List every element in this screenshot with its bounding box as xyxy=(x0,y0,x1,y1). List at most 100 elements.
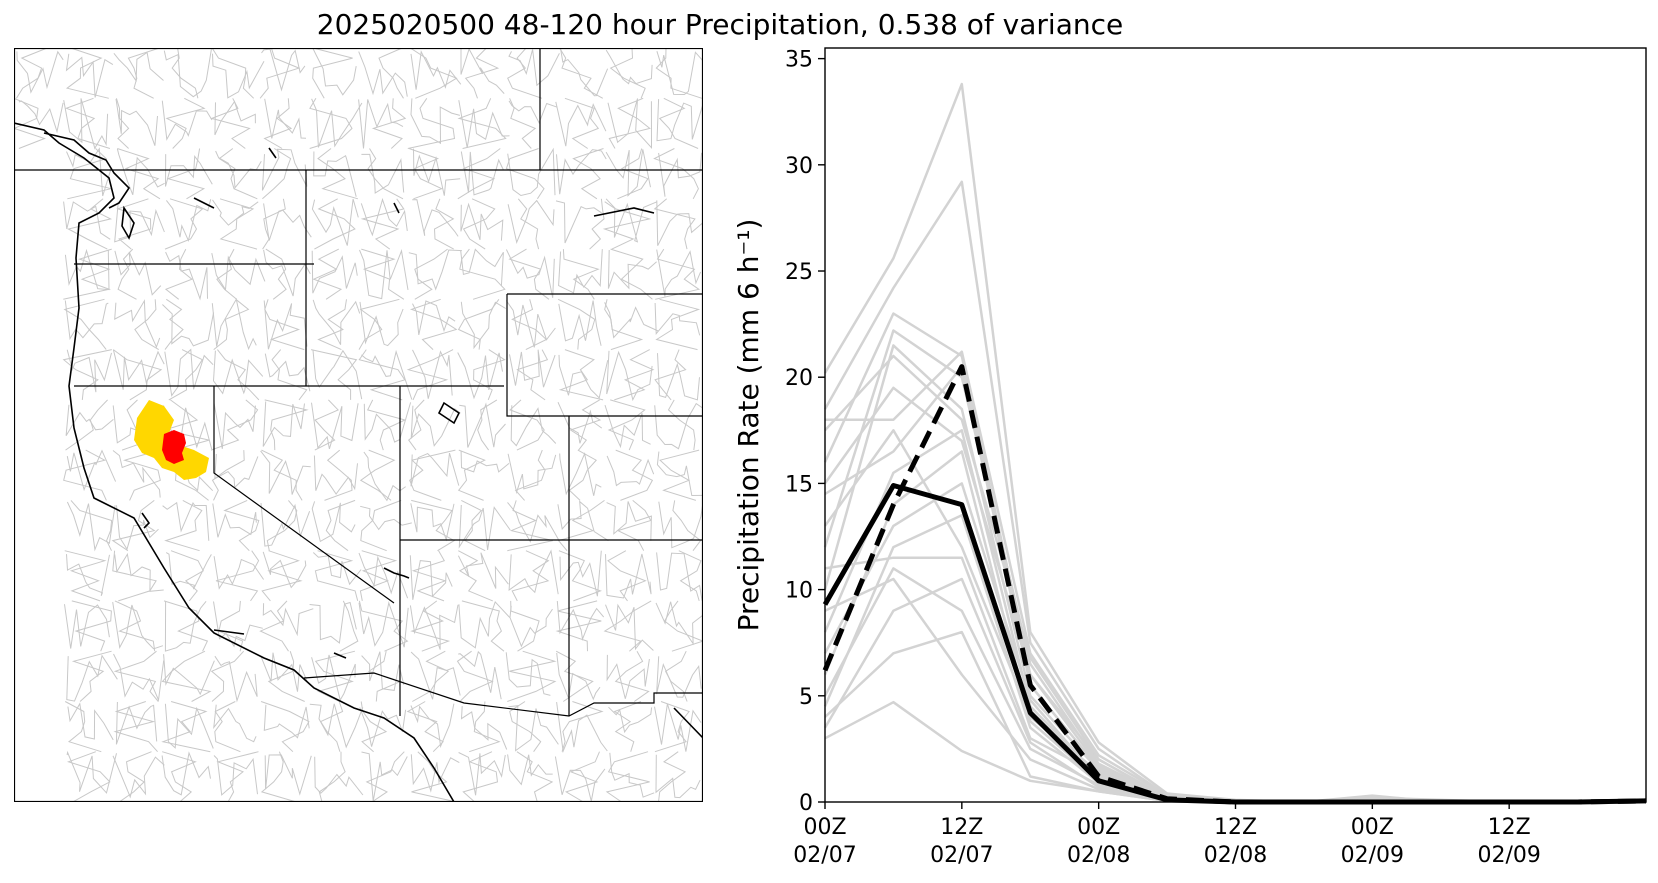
basin-line xyxy=(260,652,308,692)
basin-line xyxy=(457,552,509,589)
basin-line xyxy=(658,152,703,197)
basin-line xyxy=(557,298,596,350)
basin-line xyxy=(558,249,603,294)
basin-line xyxy=(66,750,117,794)
basin-line xyxy=(457,449,486,501)
map-frame xyxy=(14,48,703,802)
map-background xyxy=(14,48,703,802)
basin-line xyxy=(507,650,557,702)
basin-line xyxy=(214,655,258,703)
basin-line xyxy=(127,48,160,99)
basin-line xyxy=(118,751,152,802)
basin-line xyxy=(164,600,207,652)
basin-line xyxy=(367,148,404,200)
basin-line xyxy=(509,349,556,388)
basin-line xyxy=(114,299,161,349)
basin-line xyxy=(359,449,396,501)
x-tick-label-date: 02/09 xyxy=(1477,843,1540,868)
basin-line xyxy=(361,349,413,400)
basin-line xyxy=(162,304,215,347)
basin-line xyxy=(505,249,555,298)
basin-line xyxy=(604,299,644,351)
basin-line xyxy=(319,701,344,752)
basin-line xyxy=(361,153,405,194)
basin-line xyxy=(654,349,687,401)
basin-line xyxy=(589,198,605,250)
basin-line xyxy=(266,500,298,551)
basin-line xyxy=(213,601,263,648)
basin-line xyxy=(557,401,603,444)
basin-line xyxy=(555,200,602,244)
basin-line xyxy=(67,198,113,250)
y-tick-label: 35 xyxy=(785,48,813,73)
basin-line xyxy=(263,98,293,149)
basin-line xyxy=(464,48,500,99)
basin-line xyxy=(460,48,505,94)
basin-line xyxy=(164,298,184,350)
basin-line xyxy=(433,198,455,250)
basin-line xyxy=(607,399,646,451)
basin-line xyxy=(312,299,361,345)
basin-line xyxy=(414,248,448,300)
basin-line xyxy=(607,249,657,290)
basin-line xyxy=(112,602,164,650)
basin-line xyxy=(166,148,206,200)
basin-line xyxy=(114,250,162,296)
x-tick-label-date: 02/07 xyxy=(930,843,993,868)
basin-line xyxy=(214,100,256,136)
basin-line xyxy=(657,353,700,401)
basin-line xyxy=(115,99,158,146)
y-tick-label: 20 xyxy=(785,366,813,391)
basin-line xyxy=(211,48,255,99)
basin-line xyxy=(655,48,703,99)
basin-line xyxy=(359,249,409,300)
basin-line xyxy=(358,349,406,401)
basin-line xyxy=(164,198,204,250)
basin-line xyxy=(259,600,289,652)
basin-map xyxy=(14,48,703,802)
basin-line xyxy=(654,703,702,752)
basin-line xyxy=(410,600,451,652)
basin-line xyxy=(67,702,114,741)
basin-line xyxy=(115,98,130,149)
basin-line xyxy=(116,148,165,195)
basin-line xyxy=(261,449,303,501)
basin-line xyxy=(112,450,161,498)
basin-line xyxy=(408,148,444,200)
basin-line xyxy=(317,148,359,200)
basin-line xyxy=(473,349,506,401)
basin-line xyxy=(115,701,158,745)
basin-line xyxy=(655,601,703,646)
basin-line xyxy=(261,148,308,191)
ensemble-member-line xyxy=(823,450,1647,804)
basin-line xyxy=(658,97,699,149)
basin-line xyxy=(505,652,551,696)
ensemble-member-line xyxy=(823,344,1647,804)
figure-title: 2025020500 48-120 hour Precipitation, 0.… xyxy=(316,8,1124,41)
basin-line xyxy=(410,98,461,145)
basin-line xyxy=(358,99,404,149)
basin-line xyxy=(65,404,114,436)
basin-line xyxy=(66,654,118,702)
basin-line xyxy=(412,199,459,237)
basin-line xyxy=(459,402,506,448)
basin-line xyxy=(134,299,159,351)
basin-line xyxy=(458,650,502,700)
ensemble-member-line xyxy=(824,354,1647,804)
ensemble-member-line xyxy=(823,429,1647,804)
basin-line xyxy=(67,148,112,200)
basin-line xyxy=(212,350,264,395)
basin-line xyxy=(165,97,206,149)
basin-line xyxy=(617,148,649,200)
basin-line xyxy=(161,751,211,796)
basin-line xyxy=(517,198,540,250)
basin-line xyxy=(16,48,48,99)
basin-line xyxy=(66,349,112,393)
basin-line xyxy=(656,656,702,698)
basin-line xyxy=(410,50,462,90)
basin-line xyxy=(170,550,204,602)
basin-line xyxy=(14,97,46,149)
basin-line xyxy=(412,650,450,702)
basin-line xyxy=(314,399,339,451)
basin-line xyxy=(406,349,454,401)
